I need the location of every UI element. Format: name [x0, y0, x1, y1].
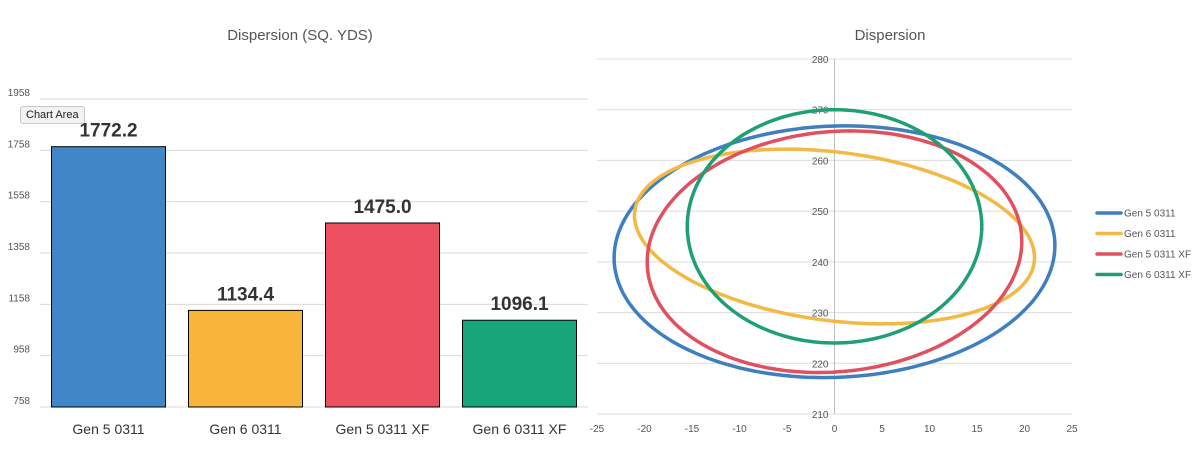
chart-area-tooltip: Chart Area [20, 106, 85, 124]
bar-chart-data-labels: 1772.2 1134.4 1475.0 1096.1 [79, 121, 549, 316]
dispersion-x-tick-label: -25 [590, 424, 605, 435]
legend-label: Gen 5 0311 XF [1124, 250, 1191, 261]
dispersion-x-tick-label: 25 [1066, 424, 1078, 435]
dispersion-series [612, 107, 1057, 380]
bar-y-tick-label: 1558 [8, 191, 31, 202]
bar-y-tick-label: 1358 [8, 242, 31, 253]
legend-label: Gen 6 0311 [1124, 229, 1176, 240]
dispersion-chart-title: Dispersion [855, 27, 926, 44]
bar-chart-y-axis: 758 958 1158 1358 1558 1758 1958 [8, 88, 31, 407]
bar-data-label: 1134.4 [217, 284, 274, 305]
legend-label: Gen 6 0311 XF [1124, 270, 1191, 281]
bar-y-tick-label: 1158 [8, 293, 30, 304]
bar-4[interactable] [462, 319, 577, 408]
legend-label: Gen 5 0311 [1124, 209, 1176, 220]
dispersion-legend: Gen 5 0311 Gen 6 0311 Gen 5 0311 XF Gen 6 0… [1095, 209, 1191, 281]
dispersion-x-tick-label: -20 [637, 424, 652, 435]
bar-chart-bars [51, 146, 577, 408]
dispersion-x-tick-label: 0 [832, 424, 838, 435]
dispersion-ellipse-3[interactable] [645, 129, 1024, 375]
dispersion-y-tick-label: 210 [812, 410, 829, 421]
bar-category-label: Gen 5 0311 XF [336, 421, 430, 437]
bar-category-label: Gen 6 0311 [209, 421, 281, 437]
dispersion-ellipse-2[interactable] [632, 147, 1037, 326]
dispersion-y-tick-label: 250 [812, 207, 829, 218]
bar-chart[interactable]: Dispersion (SQ. YDS) 758 958 1158 1358 1558 1… [8, 27, 588, 437]
bar-category-label: Gen 5 0311 [72, 421, 144, 437]
bar-data-label: 1096.1 [490, 294, 549, 315]
dispersion-y-tick-label: 240 [812, 258, 829, 269]
dispersion-x-tick-label: -5 [783, 424, 792, 435]
dispersion-y-tick-label: 220 [812, 359, 829, 370]
dispersion-y-tick-label: 260 [812, 156, 829, 167]
bar-1[interactable] [51, 146, 166, 408]
dispersion-y-tick-label: 230 [812, 309, 829, 320]
bar-category-label: Gen 6 0311 XF [473, 421, 567, 437]
dispersion-x-tick-label: 10 [924, 424, 936, 435]
bar-data-label: 1772.2 [79, 121, 137, 142]
dispersion-y-tick-label: 280 [812, 55, 829, 66]
dispersion-ellipse-1[interactable] [612, 124, 1057, 380]
bar-y-tick-label: 758 [13, 396, 30, 407]
bar-y-tick-label: 958 [13, 345, 30, 356]
dispersion-x-tick-label: 20 [1019, 424, 1031, 435]
dispersion-ellipse-4[interactable] [685, 107, 984, 345]
bar-chart-title: Dispersion (SQ. YDS) [227, 27, 373, 44]
dispersion-x-tick-label: -15 [685, 424, 700, 435]
dispersion-x-tick-label: 15 [971, 424, 983, 435]
bar-y-tick-label: 1958 [8, 88, 31, 99]
bar-y-tick-label: 1758 [8, 139, 31, 150]
bar-3[interactable] [325, 222, 440, 408]
dispersion-x-tick-label: -10 [732, 424, 747, 435]
bar-chart-x-axis: Gen 5 0311 Gen 6 0311 Gen 5 0311 XF Gen 6 0… [72, 421, 566, 437]
bar-2[interactable] [188, 309, 303, 408]
bar-data-label: 1475.0 [353, 197, 411, 218]
dispersion-x-tick-label: 5 [879, 424, 885, 435]
